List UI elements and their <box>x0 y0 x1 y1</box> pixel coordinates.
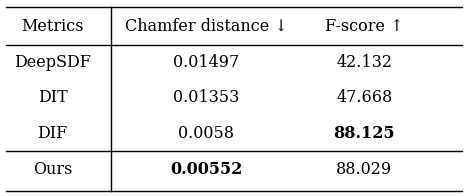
Text: 0.01497: 0.01497 <box>173 54 239 71</box>
Text: 0.01353: 0.01353 <box>173 90 239 106</box>
Text: Metrics: Metrics <box>22 18 84 35</box>
Text: DIF: DIF <box>37 125 68 142</box>
Text: 0.0058: 0.0058 <box>178 125 234 142</box>
Text: 0.00552: 0.00552 <box>170 161 242 178</box>
Text: DIT: DIT <box>38 90 67 106</box>
Text: Chamfer distance ↓: Chamfer distance ↓ <box>124 18 287 35</box>
Text: Ours: Ours <box>33 161 72 178</box>
Text: 88.029: 88.029 <box>336 161 392 178</box>
Text: F-score ↑: F-score ↑ <box>325 18 403 35</box>
Text: 42.132: 42.132 <box>336 54 392 71</box>
Text: 47.668: 47.668 <box>336 90 392 106</box>
Text: DeepSDF: DeepSDF <box>14 54 91 71</box>
Text: 88.125: 88.125 <box>333 125 395 142</box>
